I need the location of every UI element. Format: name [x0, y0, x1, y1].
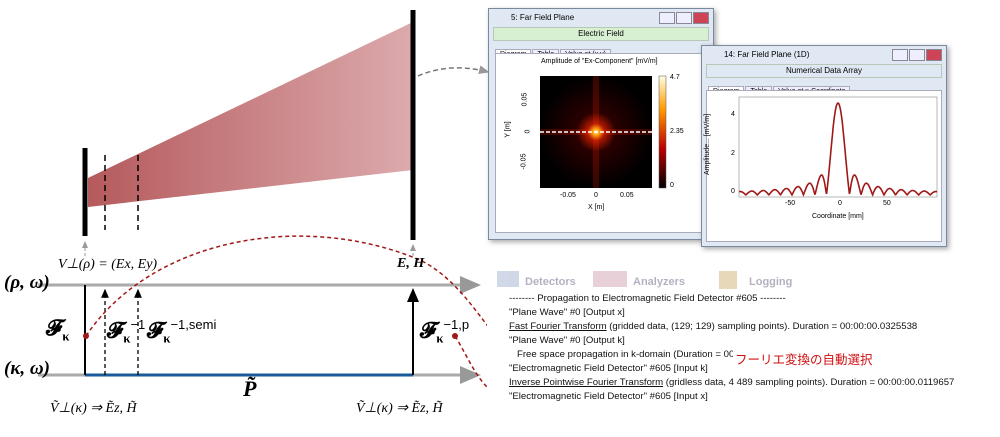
log-text: "Electromagnetic Field Detector" #605 [I…	[509, 363, 708, 374]
window-2d: 5: Far Field Plane Electric Field Diagra…	[488, 8, 714, 240]
window-1d: 14: Far Field Plane (1D) Numerical Data …	[701, 45, 947, 247]
propagator: P̃	[243, 376, 257, 401]
y-tick-label: 2	[731, 150, 735, 157]
icon	[497, 271, 519, 287]
log-lines: -------- Propagation to Electromagnetic …	[509, 293, 954, 405]
sub: κ	[123, 330, 131, 346]
title-bar: 5: Far Field Plane	[489, 9, 713, 27]
x-tick-label: 0	[838, 200, 842, 207]
log-line: "Electromagnetic Field Detector" #605 [I…	[509, 391, 954, 405]
line-plot	[738, 96, 938, 198]
x-tick-label: 0.05	[620, 192, 634, 199]
log-emphasis: Fast Fourier Transform	[509, 321, 607, 332]
beam	[88, 22, 413, 207]
colorbar-tick-label: 0	[670, 182, 674, 189]
log-line: -------- Propagation to Electromagnetic …	[509, 293, 954, 307]
log-text: (gridless data, 4 489 sampling points). …	[663, 377, 955, 388]
x-tick-label: -50	[785, 200, 796, 207]
toolbar: Detectors Analyzers Logging	[487, 265, 1000, 299]
output-label: E, H	[397, 256, 425, 271]
panel-header: Electric Field	[493, 27, 709, 41]
symbol: 𝓕	[420, 317, 437, 343]
k-field-label: Ṽ⊥(κ) ⇒ Ẽz, H̃	[356, 401, 443, 416]
y-tick-label: 0.05	[521, 92, 529, 107]
sup: −1,semi	[170, 317, 217, 332]
window-title: 14: Far Field Plane (1D)	[724, 50, 810, 59]
annotation: フーリエ変換の自動選択	[733, 349, 875, 368]
y-tick-label: 4	[731, 111, 735, 118]
sup: −1,p	[443, 317, 470, 332]
title-bar: 14: Far Field Plane (1D)	[702, 46, 946, 64]
log-line: Free space propagation in k-domain (Dura…	[509, 349, 954, 363]
x-tick-label: -0.05	[560, 192, 576, 199]
domain-label: (κ, ω)	[4, 358, 50, 379]
x-tick-label: 50	[883, 200, 891, 207]
symbol: 𝓕	[147, 317, 164, 343]
log-line: "Plane Wave" #0 [Output x]	[509, 307, 954, 321]
log-text: "Plane Wave" #0 [Output k]	[509, 335, 625, 346]
domain-label: (ρ, ω)	[4, 272, 50, 293]
operator: 𝓕κ−1	[107, 317, 145, 347]
field-label: V⊥(ρ) = (Ex, Ey)	[58, 257, 158, 272]
sub: κ	[163, 330, 171, 346]
icon	[719, 271, 737, 289]
link-dot	[452, 333, 458, 339]
window-buttons[interactable]	[658, 12, 709, 31]
operator: 𝓕κ−1,semi	[147, 317, 216, 347]
y-tick-label: -0.05	[520, 153, 528, 170]
symbol: 𝓕	[107, 317, 124, 343]
log-line: "Plane Wave" #0 [Output k]	[509, 335, 954, 349]
link-dot	[83, 333, 89, 339]
log-line: "Electromagnetic Field Detector" #605 [I…	[509, 363, 954, 377]
panel-header: Numerical Data Array	[706, 64, 942, 78]
y-label: Y [m]	[504, 121, 512, 138]
window-buttons[interactable]	[891, 49, 942, 68]
k-field-label: Ṽ⊥(κ) ⇒ Ẽz, H̃	[50, 401, 137, 416]
log-text: -------- Propagation to Electromagnetic …	[509, 293, 786, 304]
log-emphasis: Inverse Pointwise Fourier Transform	[509, 377, 664, 388]
plot-title: Amplitude of "Ex-Component" [mV/m]	[541, 58, 658, 65]
log-line: Inverse Pointwise Fourier Transform (gri…	[509, 377, 954, 391]
log-text: (gridded data, (129; 129) sampling point…	[606, 321, 918, 332]
operator: 𝓕κ−1,p	[420, 317, 469, 347]
log-panel: Detectors Analyzers Logging -------- Pro…	[487, 265, 1000, 437]
x-tick-label: 0	[594, 192, 598, 199]
log-text: "Electromagnetic Field Detector" #605 [I…	[509, 391, 708, 402]
plot-panel: Amplitude... [mV/m] 4 2 0 -50 0 50 Coord…	[704, 90, 942, 242]
toolbar-tab[interactable]: Analyzers	[633, 276, 685, 288]
y-tick-label: 0	[731, 188, 735, 195]
icon	[593, 271, 627, 287]
toolbar-tab[interactable]: Logging	[749, 276, 793, 288]
x-label: Coordinate [mm]	[812, 213, 864, 220]
plot-frame	[738, 96, 938, 198]
symbol: 𝓕	[46, 315, 63, 340]
operator: 𝓕κ	[46, 315, 69, 344]
y-label: Amplitude... [mV/m]	[704, 113, 712, 176]
curve	[738, 102, 938, 197]
plot-panel: Amplitude of "Ex-Component" [mV/m] Y [m]…	[495, 53, 707, 233]
link-arrow	[85, 235, 504, 345]
sub: κ	[436, 330, 444, 346]
log-line: Fast Fourier Transform (gridded data, (1…	[509, 321, 954, 335]
arrow	[417, 65, 490, 77]
x-label: X [m]	[588, 204, 605, 211]
colorbar-tick-label: 4.7	[670, 74, 680, 81]
y-tick-label: 0	[524, 129, 532, 134]
heatmap	[540, 75, 667, 189]
sub: κ	[62, 328, 70, 344]
toolbar-tab[interactable]: Detectors	[525, 276, 576, 288]
window-title: 5: Far Field Plane	[511, 13, 575, 22]
colorbar-tick-label: 2.35	[670, 128, 684, 135]
colorbar	[658, 75, 667, 189]
sup: −1	[130, 317, 146, 332]
log-text: "Plane Wave" #0 [Output x]	[509, 307, 625, 318]
